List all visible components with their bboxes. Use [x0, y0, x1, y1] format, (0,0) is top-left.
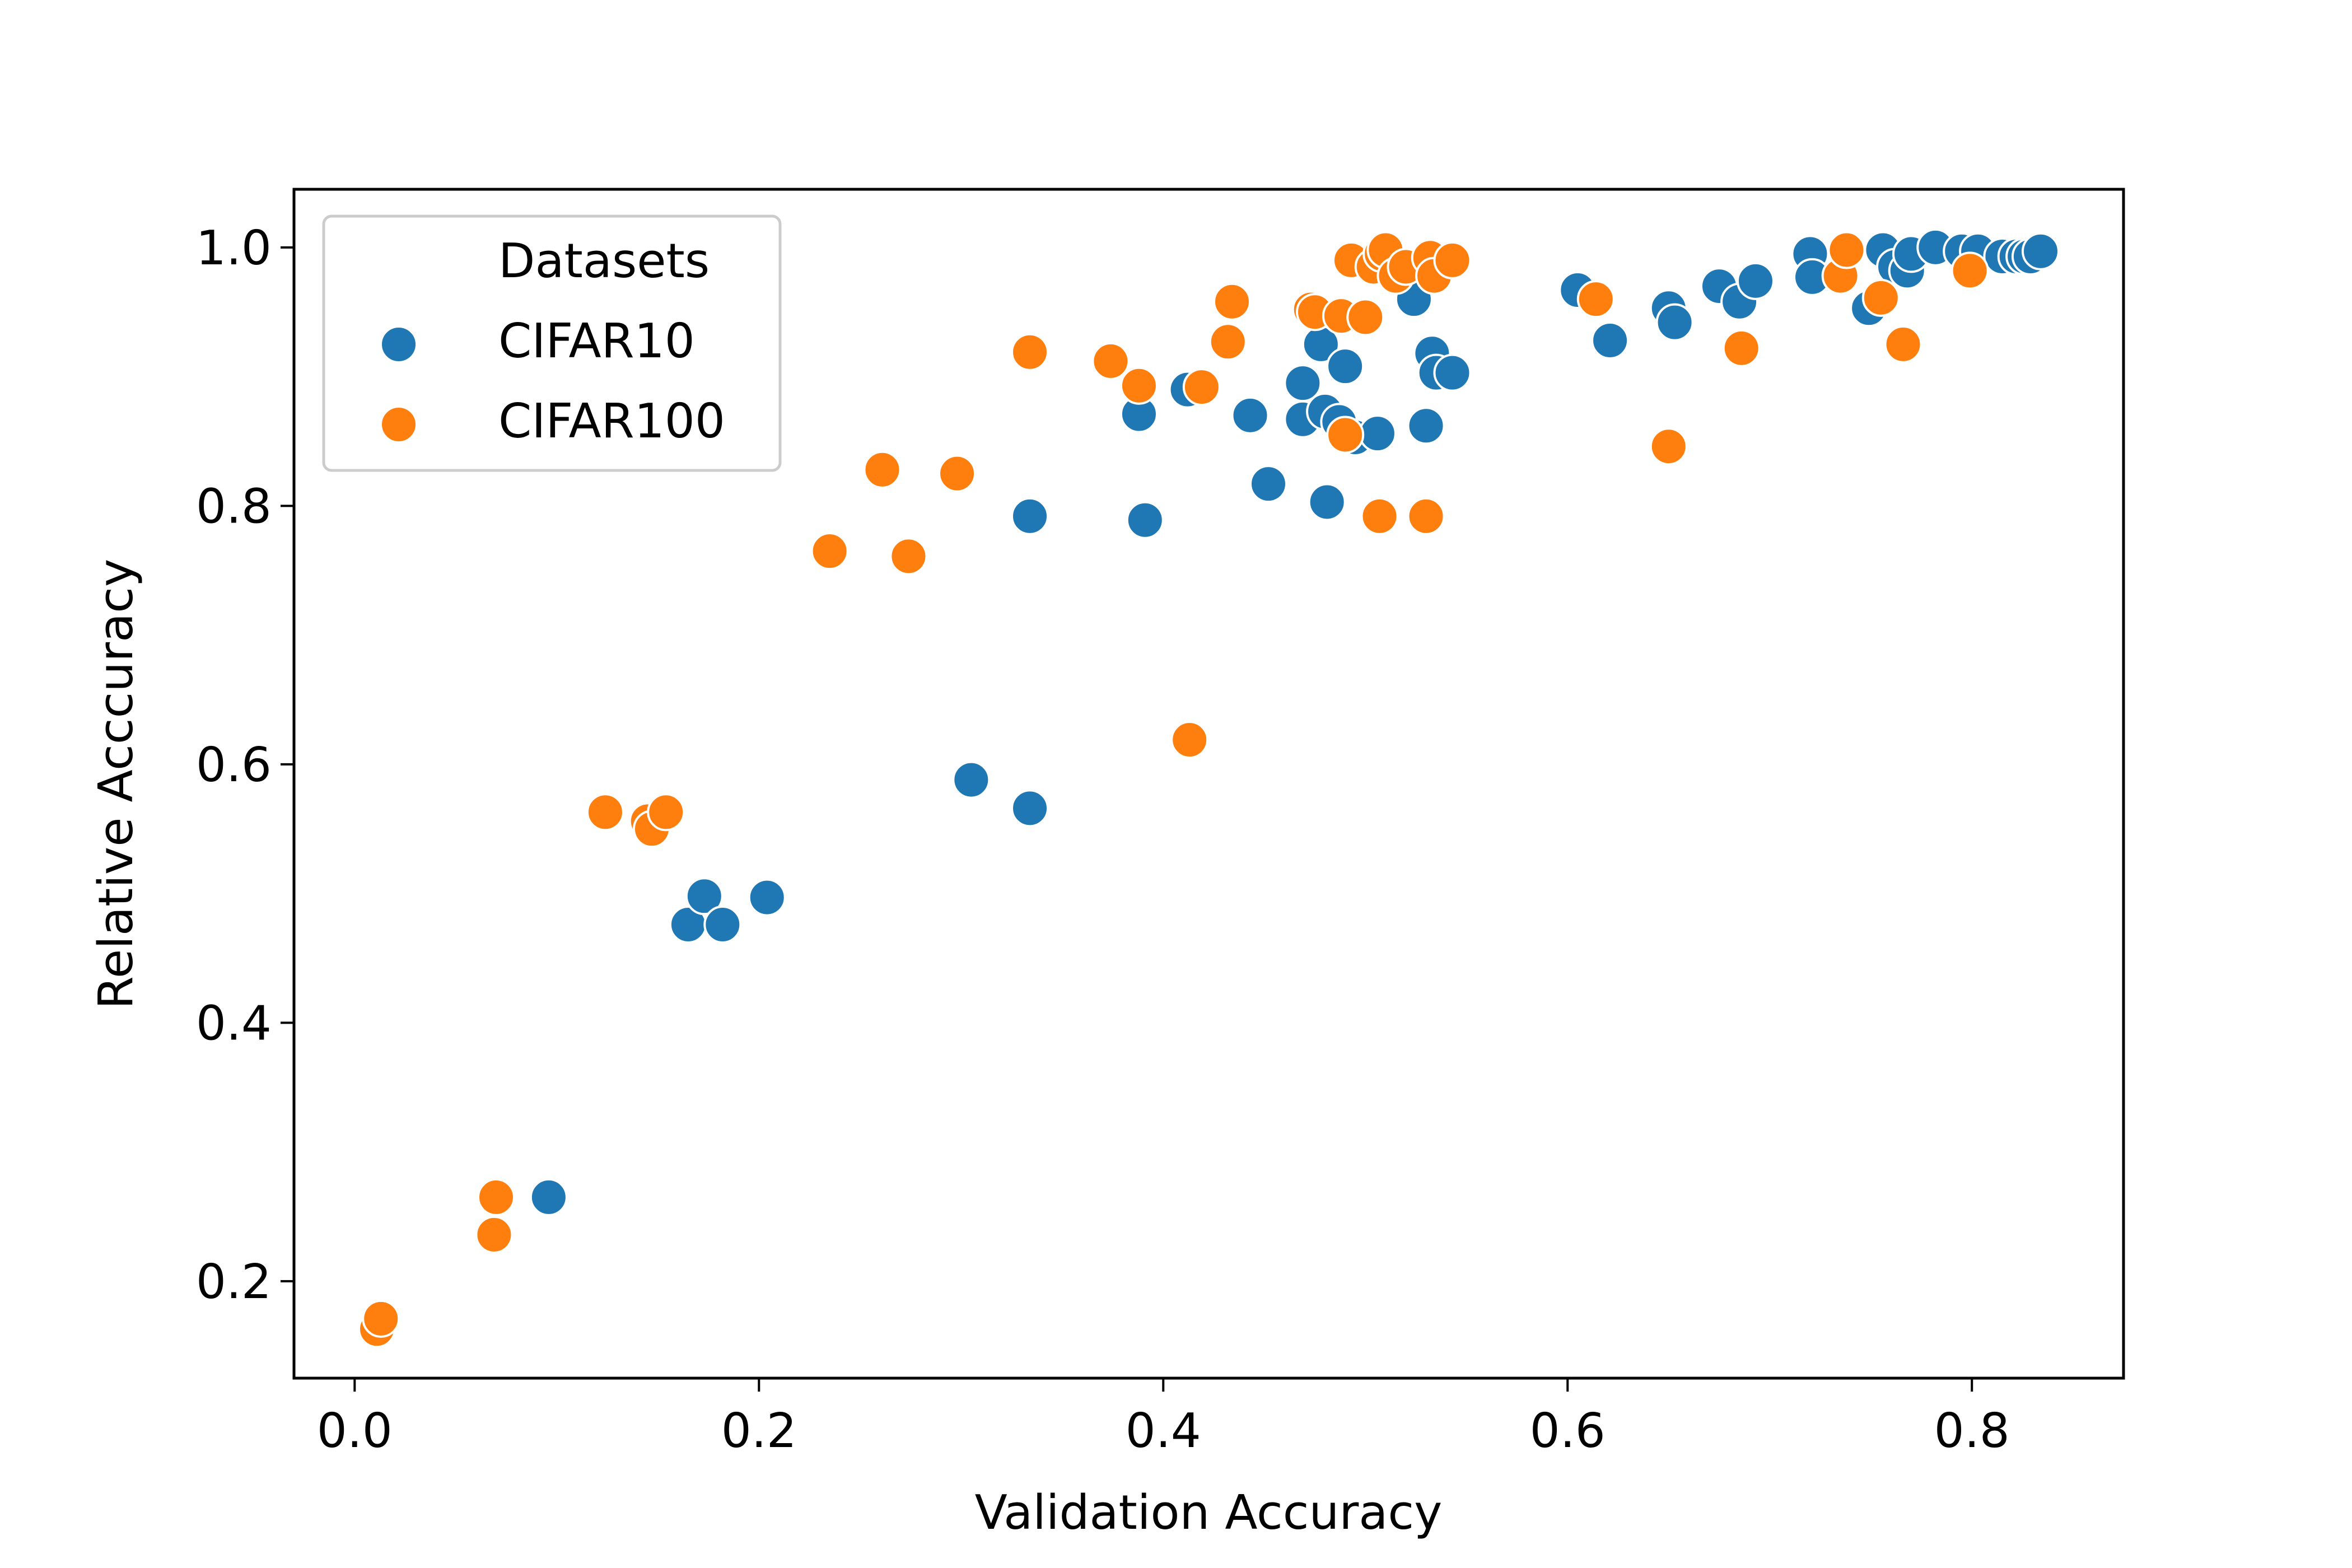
data-point [1407, 497, 1445, 535]
data-point [1346, 298, 1385, 337]
data-point [1126, 501, 1164, 539]
data-point [1011, 333, 1049, 371]
data-point [1326, 347, 1365, 386]
x-axis-label: Validation Accuracy [975, 1485, 1443, 1541]
data-point [362, 1299, 400, 1338]
data-point [586, 793, 624, 832]
data-point [1249, 465, 1287, 503]
data-point [685, 877, 724, 916]
plot-frame [292, 188, 2125, 1380]
legend-frame [322, 214, 782, 472]
data-point [952, 760, 991, 799]
y-tick-label: 0.4 [196, 996, 272, 1051]
data-point [477, 1178, 515, 1216]
data-point [1011, 497, 1049, 535]
data-point [863, 450, 902, 489]
data-point [1722, 329, 1761, 367]
data-point [1360, 497, 1399, 535]
data-point [529, 1178, 568, 1216]
data-point [1827, 231, 1866, 269]
legend-label-cifar100: CIFAR100 [498, 394, 725, 449]
data-point [1011, 789, 1049, 828]
data-point [1950, 251, 1989, 290]
data-point [1208, 323, 1247, 361]
x-tick-label: 0.2 [721, 1403, 797, 1459]
data-point [1119, 366, 1158, 405]
data-point [1326, 416, 1365, 454]
x-tick-label: 0.4 [1126, 1403, 1201, 1459]
data-point [703, 906, 742, 944]
data-point [1655, 303, 1694, 342]
data-point [1861, 278, 1900, 317]
data-point [1649, 427, 1688, 466]
data-points [358, 228, 2060, 1348]
data-point [1433, 353, 1472, 392]
data-point [2021, 232, 2060, 270]
data-point [1433, 241, 1472, 279]
data-point [1213, 282, 1252, 321]
x-tick-label: 0.8 [1934, 1403, 2010, 1459]
data-point [889, 537, 928, 576]
y-tick-label: 0.6 [196, 738, 272, 793]
legend-marker-cifar10 [380, 325, 418, 363]
data-point [1576, 280, 1615, 319]
legend: Datasets CIFAR10 CIFAR100 [322, 214, 782, 472]
data-point [1170, 721, 1209, 759]
data-point [1407, 407, 1445, 445]
y-axis-ticks: 0.2 0.4 0.6 0.8 1.0 [196, 221, 294, 1310]
x-axis-ticks: 0.0 0.2 0.4 0.6 0.8 [317, 1378, 2010, 1459]
y-tick-label: 0.2 [196, 1254, 272, 1310]
x-tick-label: 0.0 [317, 1403, 393, 1459]
data-point [1591, 321, 1630, 360]
data-point [1736, 262, 1775, 300]
y-axis-label: Relative Acccuracy [88, 559, 144, 1010]
legend-title: Datasets [498, 234, 710, 289]
x-tick-label: 0.6 [1530, 1403, 1606, 1459]
data-point [1091, 342, 1130, 380]
data-point [1231, 396, 1270, 435]
legend-marker-cifar100 [380, 405, 418, 444]
data-point [810, 532, 849, 571]
legend-label-cifar10: CIFAR10 [498, 314, 695, 369]
data-point [647, 793, 685, 832]
y-tick-label: 0.8 [196, 479, 272, 534]
y-tick-label: 1.0 [196, 221, 272, 276]
data-point [1884, 325, 1922, 363]
data-point [938, 454, 977, 493]
series-cifar100 [358, 231, 1989, 1348]
data-point [748, 878, 786, 917]
data-point [1182, 368, 1221, 407]
data-point [1308, 483, 1346, 521]
data-point [475, 1215, 514, 1254]
data-point [1358, 414, 1397, 453]
